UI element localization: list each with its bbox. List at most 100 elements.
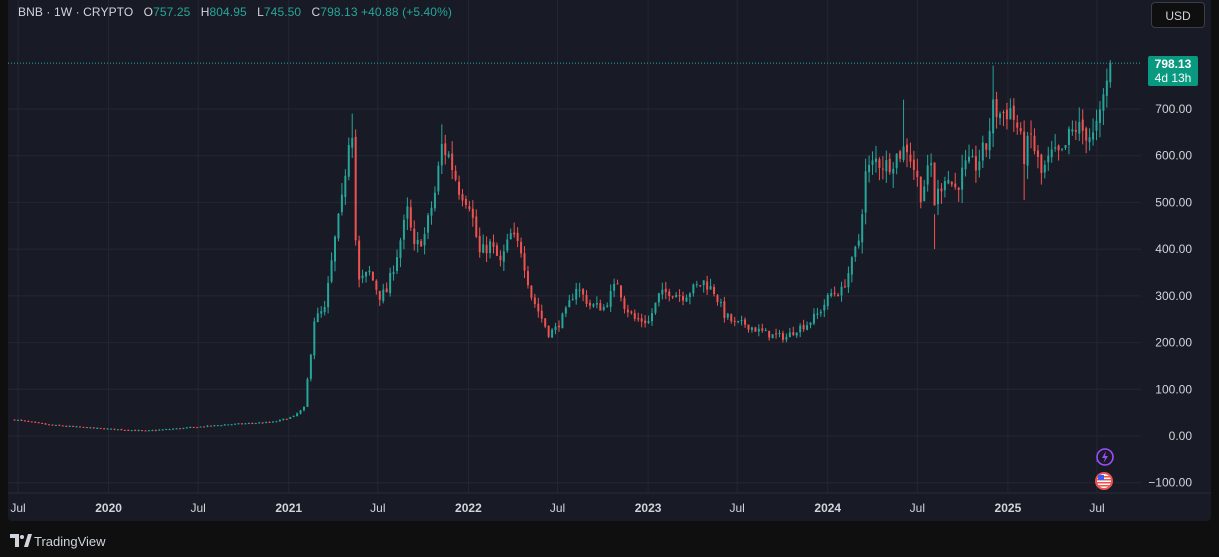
candle-body: [551, 329, 554, 338]
candle-body: [261, 422, 264, 424]
lightning-event-icon[interactable]: [1094, 447, 1114, 467]
candle: [837, 292, 840, 297]
candle-body: [196, 427, 199, 429]
candle: [919, 176, 922, 209]
candle: [606, 302, 609, 308]
candle: [1105, 68, 1108, 108]
candle-body: [203, 426, 206, 428]
candle-body: [1019, 128, 1022, 132]
candle-body: [899, 151, 902, 159]
candle-body: [561, 313, 564, 329]
candle-body: [630, 311, 633, 313]
candle-body: [223, 424, 226, 426]
candle-body: [795, 332, 798, 336]
chart-pane[interactable]: [8, 0, 1211, 521]
candle: [189, 426, 192, 429]
candle-body: [120, 429, 123, 431]
candle-body: [678, 295, 681, 297]
legend-symbol[interactable]: BNB: [18, 5, 43, 19]
candle: [571, 293, 574, 301]
candle: [874, 145, 877, 173]
candle-body: [61, 425, 64, 427]
candle: [127, 429, 130, 431]
candle: [937, 179, 940, 216]
candle: [278, 419, 281, 422]
candle-body: [682, 295, 685, 301]
currency-button[interactable]: USD: [1151, 2, 1205, 28]
candle: [61, 425, 64, 427]
footer-branding[interactable]: TradingView: [10, 531, 106, 551]
candle: [671, 295, 674, 300]
candle: [840, 281, 843, 302]
candle: [847, 266, 850, 293]
candle-body: [695, 284, 698, 286]
candle-body: [964, 160, 967, 170]
candle-body: [737, 320, 740, 322]
candle: [1054, 134, 1057, 152]
candle-body: [606, 305, 609, 307]
candle-body: [1105, 80, 1108, 96]
candle-body: [41, 422, 44, 424]
candle-body: [158, 429, 161, 431]
candle-body: [588, 302, 591, 306]
candle-body: [995, 99, 998, 118]
candle: [230, 424, 233, 426]
candle: [964, 149, 967, 177]
candle: [1050, 140, 1053, 163]
y-tick-label: 500.00: [1155, 195, 1192, 209]
candle: [557, 320, 560, 332]
candle-body: [323, 306, 326, 313]
candle-body: [640, 318, 643, 322]
candle: [409, 199, 412, 232]
us-flag-event-icon[interactable]: [1094, 471, 1114, 491]
candle-body: [764, 330, 767, 332]
candle: [657, 292, 660, 307]
candle-body: [220, 425, 223, 427]
candle: [1036, 144, 1039, 169]
candle: [819, 309, 822, 317]
candle-body: [282, 418, 285, 420]
candle-body: [430, 207, 433, 216]
price-chart[interactable]: 700.00 600.00 500.00 400.00 300.00 200.00 100.…: [8, 0, 1211, 521]
y-axis[interactable]: 700.00 600.00 500.00 400.00 300.00 200.00 100.…: [1148, 102, 1192, 490]
candle: [247, 422, 250, 425]
candle: [144, 430, 147, 432]
candle-body: [526, 271, 529, 286]
candle: [416, 231, 419, 253]
candle-body: [702, 280, 705, 285]
candle-body: [92, 427, 95, 429]
candle: [48, 424, 51, 426]
candle: [661, 282, 664, 300]
candle-body: [154, 430, 157, 432]
candle-body: [141, 430, 144, 432]
candle: [509, 228, 512, 240]
candle: [351, 113, 354, 158]
candle-body: [347, 145, 350, 177]
candle: [978, 149, 981, 178]
candle: [185, 426, 188, 429]
candle-body: [533, 297, 536, 305]
candle-body: [440, 143, 443, 166]
candle: [464, 195, 467, 209]
candle: [688, 292, 691, 305]
candle-body: [123, 429, 126, 431]
candle-body: [557, 325, 560, 328]
x-tick-label: 2021: [275, 501, 302, 515]
candle: [116, 429, 119, 431]
candle: [595, 296, 598, 309]
candle-body: [334, 236, 337, 262]
candle-body: [240, 423, 243, 425]
candle-body: [723, 301, 726, 318]
x-axis[interactable]: Jul 2020 Jul 2021 Jul 2022 Jul 2023 Jul 2024 Jul 20…: [10, 501, 1104, 515]
candle-body: [895, 153, 898, 169]
candle-body: [544, 318, 547, 327]
candle-body: [278, 419, 281, 422]
candle: [547, 325, 550, 339]
candle-body: [296, 413, 299, 416]
candle-body: [27, 420, 30, 422]
candle-body: [365, 271, 368, 277]
candle-body: [485, 244, 488, 254]
candle-body: [816, 313, 819, 315]
candle: [926, 154, 929, 192]
candle-body: [888, 158, 891, 173]
